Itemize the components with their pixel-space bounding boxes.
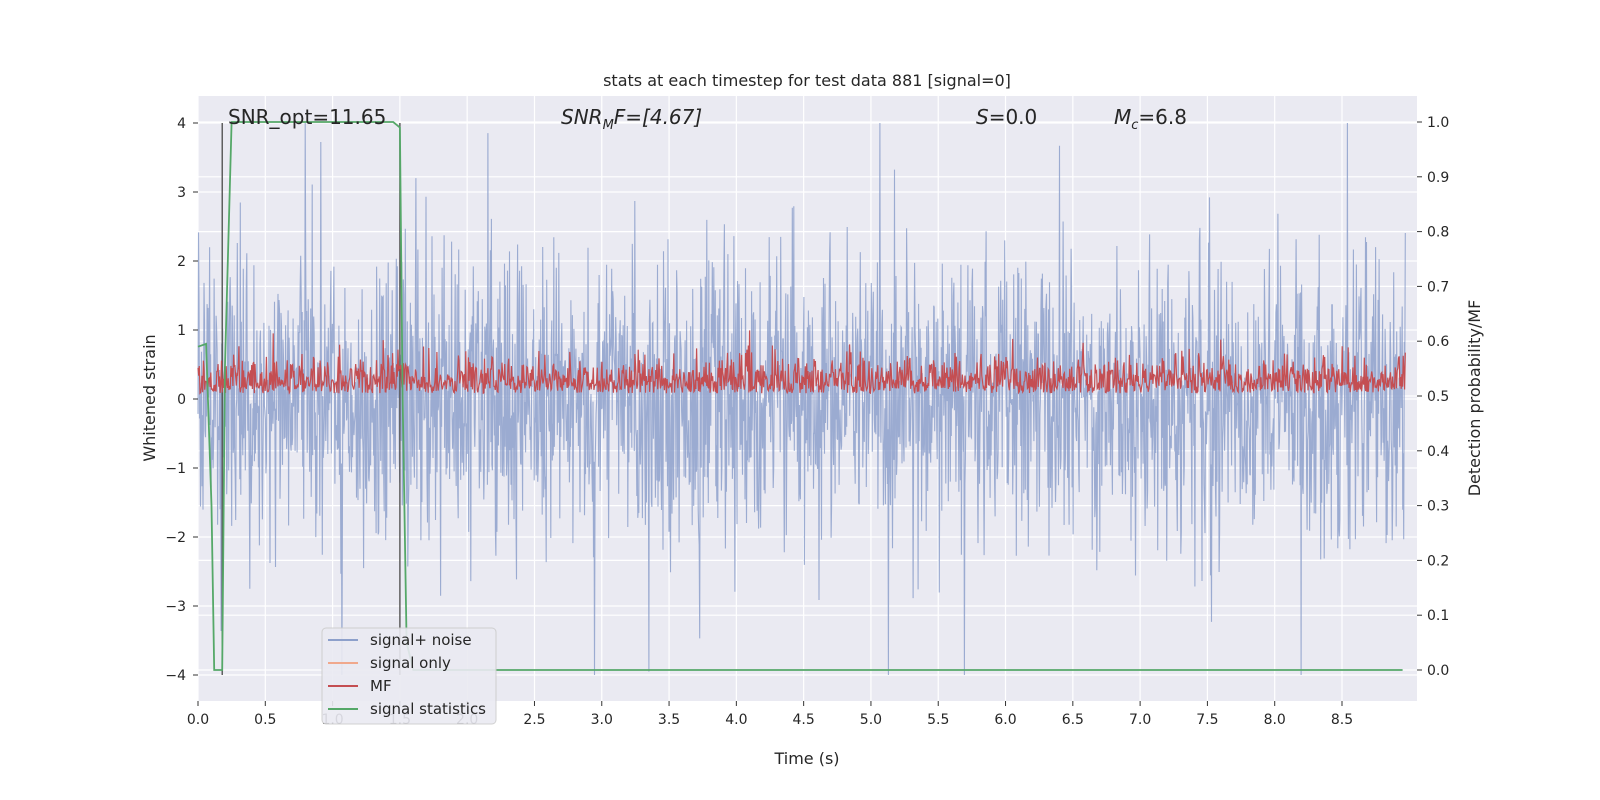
- s-value: =0.0: [989, 105, 1038, 129]
- legend-label-signal-only: signal only: [370, 654, 451, 672]
- y-axis-label-right: Detection probability/MF: [1465, 300, 1484, 497]
- y-left-tick-label: −2: [165, 530, 186, 546]
- legend-label-signal-statistics: signal statistics: [370, 700, 486, 718]
- y-left-tick-label: −1: [165, 461, 186, 477]
- y-right-tick-label: 0.1: [1427, 608, 1449, 624]
- s-symbol: S: [976, 105, 989, 129]
- y-right-tick-label: 0.8: [1427, 225, 1449, 241]
- x-tick-label: 8.5: [1331, 712, 1353, 728]
- legend-label-mf: MF: [370, 677, 392, 695]
- y-right-tick-label: 0.4: [1427, 444, 1449, 460]
- mc-symbol: M: [1114, 105, 1131, 129]
- snr-mf-symbol: SNR: [561, 105, 603, 129]
- x-tick-label: 5.5: [927, 712, 949, 728]
- snr-mf-value: F=[4.67]: [614, 105, 702, 129]
- s-annotation: S=0.0: [976, 105, 1037, 129]
- x-tick-label: 6.5: [1062, 712, 1084, 728]
- y-left-tick-label: 2: [177, 254, 186, 270]
- mc-subscript: c: [1131, 118, 1138, 133]
- x-tick-label: 4.0: [725, 712, 747, 728]
- y-left-tick-label: −3: [165, 599, 186, 615]
- y-left-ticks: 4 3 2 1 0 −1 −2 −3 −4: [165, 116, 198, 684]
- x-axis-label: Time (s): [773, 749, 839, 768]
- legend-box: [321, 627, 497, 725]
- mf-series: [197, 330, 1406, 395]
- snr-mf-annotation: SNRMF=[4.67]: [561, 105, 702, 133]
- mc-annotation: Mc=6.8: [1114, 105, 1187, 133]
- y-left-tick-label: 0: [177, 392, 186, 408]
- x-tick-label: 6.0: [994, 712, 1016, 728]
- y-left-tick-label: 1: [177, 323, 186, 339]
- x-tick-label: 3.5: [658, 712, 680, 728]
- y-left-tick-label: 3: [177, 185, 186, 201]
- y-axis-label-left: Whitened strain: [140, 334, 159, 461]
- y-right-tick-label: 0.9: [1427, 170, 1449, 186]
- mf-line: [197, 330, 1406, 395]
- y-right-tick-label: 0.7: [1427, 279, 1449, 295]
- y-right-tick-label: 0.5: [1427, 389, 1449, 405]
- x-tick-label: 7.5: [1196, 712, 1218, 728]
- x-tick-label: 0.0: [187, 712, 209, 728]
- x-tick-label: 2.5: [523, 712, 545, 728]
- legend-label-signal-noise: signal+ noise: [370, 631, 472, 649]
- y-right-tick-label: 0.6: [1427, 334, 1449, 350]
- x-tick-label: 0.5: [254, 712, 276, 728]
- snr-opt-annotation: SNR_opt=11.65: [228, 105, 386, 129]
- legend: signal+ noise signal only MF signal stat…: [321, 627, 497, 725]
- snr-mf-subscript: M: [603, 118, 614, 133]
- y-left-tick-label: −4: [165, 668, 186, 684]
- y-right-tick-label: 1.0: [1427, 115, 1449, 131]
- y-right-ticks: 1.0 0.9 0.8 0.7 0.6 0.5 0.4 0.3 0.2 0.1 0.0: [1417, 115, 1449, 679]
- x-tick-label: 4.5: [793, 712, 815, 728]
- y-right-tick-label: 0.0: [1427, 663, 1449, 679]
- mc-value: =6.8: [1138, 105, 1187, 129]
- y-left-tick-label: 4: [177, 116, 186, 132]
- x-tick-label: 7.0: [1129, 712, 1151, 728]
- x-tick-label: 8.0: [1264, 712, 1286, 728]
- chart-title: stats at each timestep for test data 881…: [603, 71, 1011, 90]
- y-right-tick-label: 0.3: [1427, 499, 1449, 515]
- x-tick-label: 5.0: [860, 712, 882, 728]
- y-right-tick-label: 0.2: [1427, 553, 1449, 569]
- x-tick-label: 3.0: [591, 712, 613, 728]
